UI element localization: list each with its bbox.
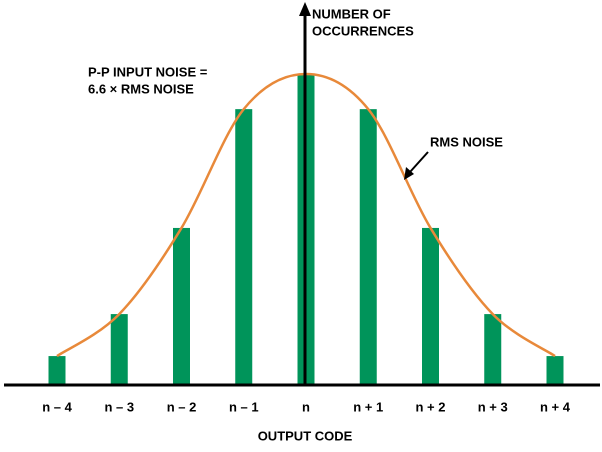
annotation: 6.6 × RMS NOISE [88,81,194,96]
bar [359,109,377,385]
x-tick-label: n – 4 [42,399,72,414]
bar [110,314,128,385]
bar [484,314,502,385]
x-tick-label: n + 1 [353,399,383,414]
pointer-arrowhead [404,167,414,180]
annotation: P-P INPUT NOISE = [88,64,208,79]
bar [48,356,66,385]
curve-label: RMS NOISE [430,134,503,149]
x-tick-label: n + 4 [540,399,571,414]
bar [546,356,564,385]
y-axis-label: NUMBER OF [312,6,391,21]
pointer-arrow [409,151,429,173]
bar [422,227,439,385]
bar [173,227,190,385]
x-tick-label: n – 2 [167,399,197,414]
x-tick-label: n – 3 [104,399,134,414]
x-tick-label: n + 2 [416,399,446,414]
bar [235,109,253,385]
x-tick-label: n – 1 [229,399,259,414]
x-tick-label: n [302,399,310,414]
x-tick-label: n + 3 [478,399,508,414]
y-axis-label: OCCURRENCES [312,23,414,38]
y-axis-arrow [299,2,311,16]
x-axis-label: OUTPUT CODE [258,428,353,443]
